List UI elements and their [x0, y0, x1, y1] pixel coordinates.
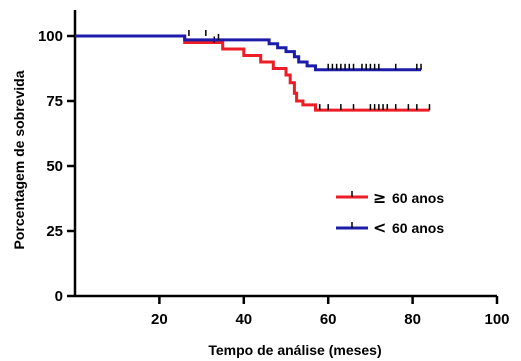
series-layer	[75, 30, 431, 112]
legend-item-younger: < 60 anos	[336, 218, 444, 237]
y-axis-title: Porcentagem de sobrevida	[11, 70, 27, 249]
y-tick-label: 0	[55, 288, 63, 305]
series-0	[75, 30, 431, 112]
legend-label-older: 60 anos	[392, 190, 444, 206]
y-tick-label: 100	[38, 28, 63, 45]
y-tick-label: 75	[46, 93, 63, 110]
x-ticks: 20 40 60 80 100	[151, 296, 510, 328]
y-ticks: 0 25 50 75 100	[38, 28, 75, 305]
survival-curve	[75, 34, 421, 72]
y-tick-label: 25	[46, 223, 63, 240]
axes: 0 25 50 75 100 20 40 60 80 100	[38, 10, 510, 328]
legend-label-younger: 60 anos	[392, 220, 444, 236]
survival-curve	[75, 34, 430, 112]
x-axis-title: Tempo de análise (meses)	[208, 342, 381, 358]
y-tick-label: 50	[46, 158, 63, 175]
series-1	[75, 30, 422, 72]
x-tick-label: 60	[320, 311, 337, 328]
legend: ≥ 60 anos < 60 anos	[336, 188, 444, 237]
legend-symbol-older: ≥	[373, 188, 386, 207]
x-tick-label: 80	[404, 311, 421, 328]
x-tick-label: 20	[151, 311, 168, 328]
legend-item-older: ≥ 60 anos	[336, 188, 444, 207]
x-tick-label: 100	[484, 311, 509, 328]
legend-symbol-younger: <	[373, 218, 386, 237]
x-tick-label: 40	[235, 311, 252, 328]
